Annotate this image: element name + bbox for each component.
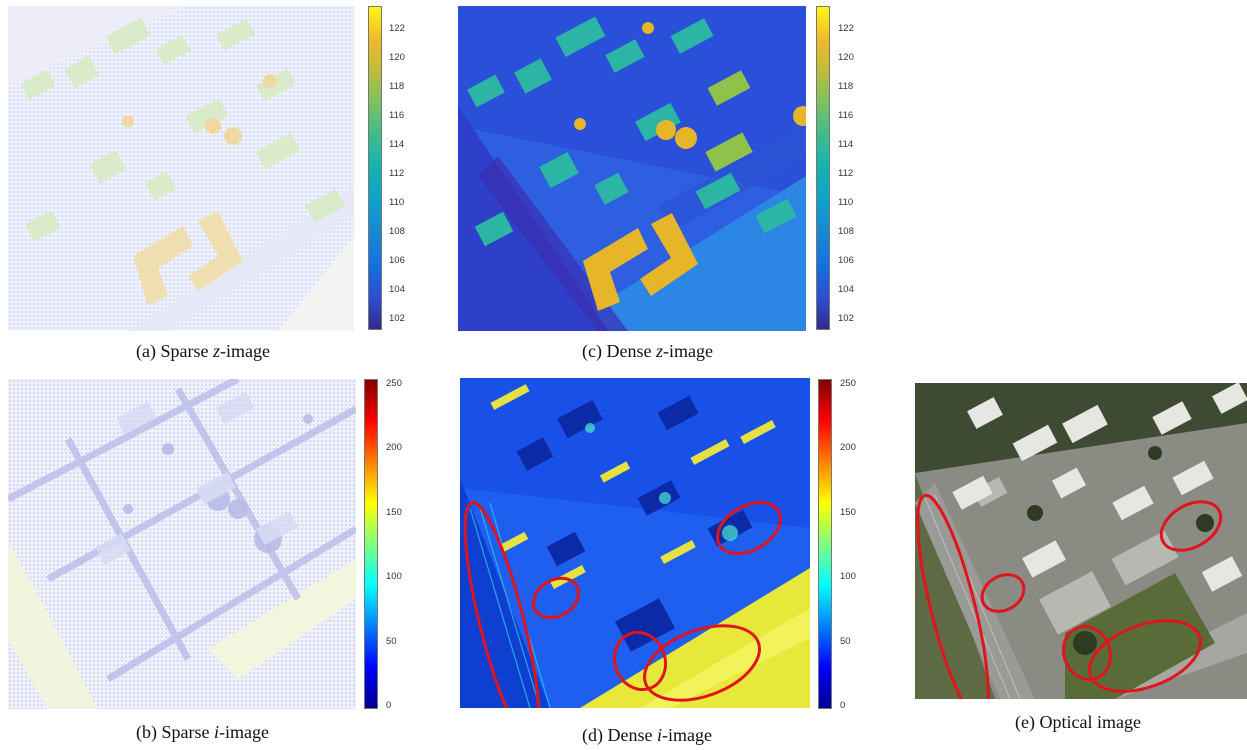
tick-label: 118 — [838, 81, 854, 92]
tick-label: 102 — [838, 313, 854, 324]
tick-label: 120 — [389, 52, 405, 63]
panel-dense-i-image — [460, 378, 810, 708]
tick-label: 106 — [389, 255, 405, 266]
tick-label: 200 — [386, 442, 402, 453]
tick-label: 104 — [838, 284, 854, 295]
tick-label: 150 — [386, 507, 402, 518]
tick-label: 114 — [838, 139, 854, 150]
tick-label: 108 — [838, 226, 854, 237]
tick-label: 108 — [389, 226, 405, 237]
caption-e: (e) Optical image — [1015, 712, 1141, 732]
tick-label: 50 — [840, 636, 851, 647]
colorbar-i-dense — [818, 379, 832, 709]
panel-optical-image — [915, 383, 1247, 699]
tick-label: 112 — [389, 168, 405, 179]
colorbar-i-sparse — [364, 379, 378, 709]
tick-label: 104 — [389, 284, 405, 295]
tick-label: 250 — [840, 378, 856, 389]
caption-c: (c) Dense z-image — [582, 341, 713, 361]
colorbar-z-top — [368, 6, 382, 330]
tick-label: 150 — [840, 507, 856, 518]
colorbar-z-dense — [816, 6, 830, 330]
tick-label: 122 — [838, 23, 854, 34]
tick-label: 100 — [386, 571, 402, 582]
tick-label: 118 — [389, 81, 405, 92]
tick-label: 120 — [838, 52, 854, 63]
tick-label: 110 — [389, 197, 405, 208]
tick-label: 110 — [838, 197, 854, 208]
tick-label: 200 — [840, 442, 856, 453]
tick-label: 106 — [838, 255, 854, 266]
tick-label: 250 — [386, 378, 402, 389]
tick-label: 102 — [389, 313, 405, 324]
tick-label: 114 — [389, 139, 405, 150]
caption-a: (a) Sparse z-image — [136, 341, 270, 361]
panel-sparse-z-image — [8, 6, 354, 331]
tick-label: 116 — [838, 110, 854, 121]
tick-label: 0 — [840, 700, 846, 711]
tick-label: 112 — [838, 168, 854, 179]
caption-d: (d) Dense i-image — [582, 725, 712, 745]
tick-label: 122 — [389, 23, 405, 34]
tick-label: 116 — [389, 110, 405, 121]
caption-b: (b) Sparse i-image — [136, 722, 269, 742]
panel-dense-z-image — [458, 6, 806, 331]
tick-label: 100 — [840, 571, 856, 582]
tick-label: 50 — [386, 636, 397, 647]
panel-sparse-i-image — [8, 379, 356, 709]
tick-label: 0 — [386, 700, 392, 711]
